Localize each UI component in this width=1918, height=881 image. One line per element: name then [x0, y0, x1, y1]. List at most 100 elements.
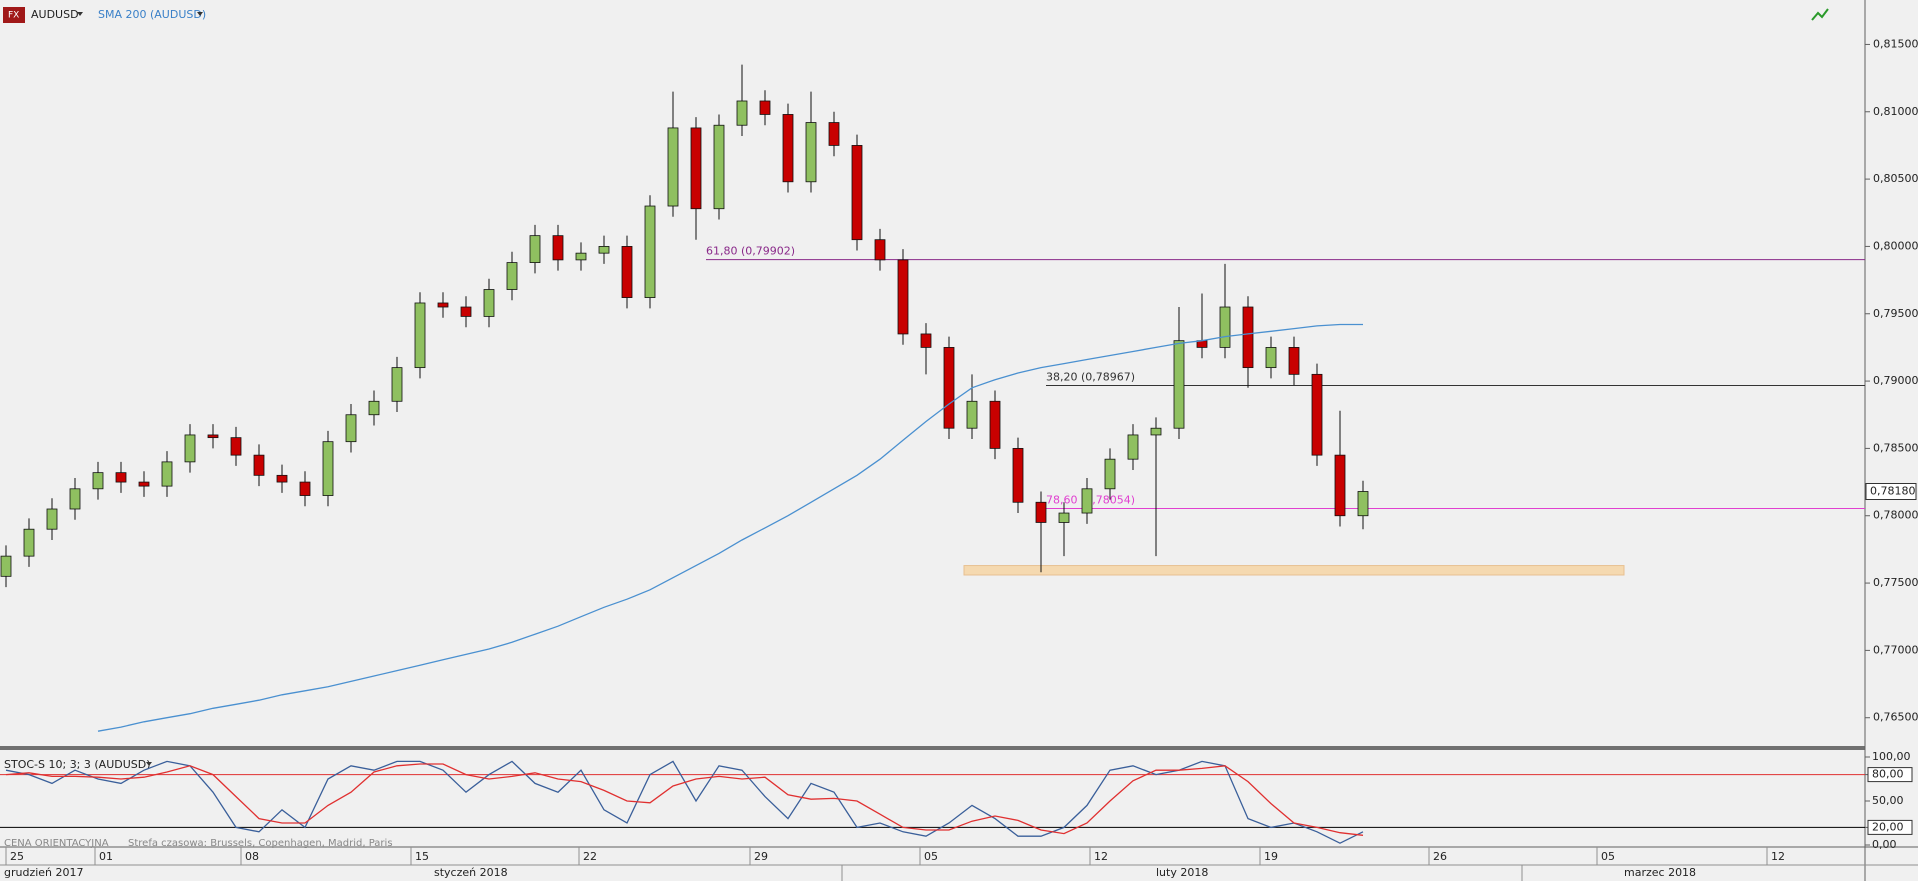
candle: [138, 471, 150, 497]
candle: [230, 426, 242, 466]
candle-body: [1219, 306, 1231, 348]
candle-body: [828, 122, 840, 146]
candle: [1127, 424, 1139, 470]
candle: [989, 390, 1001, 460]
overlay-name[interactable]: SMA 200 (AUDUSD): [98, 8, 206, 21]
candle: [368, 390, 380, 426]
candle-body: [644, 205, 656, 298]
candle-body: [414, 302, 426, 369]
candle: [46, 498, 58, 540]
candle: [1150, 417, 1162, 557]
indicator-name[interactable]: STOC-S 10; 3; 3 (AUDUSD): [4, 758, 151, 771]
candle-body: [690, 127, 702, 210]
candle: [805, 91, 817, 193]
candle-body: [1081, 488, 1093, 514]
candle: [736, 64, 748, 137]
candle-body: [1173, 340, 1185, 429]
candle-body: [460, 306, 472, 317]
candle: [414, 292, 426, 379]
sma-line: [97, 323, 1363, 732]
candle: [1058, 502, 1070, 557]
candle: [437, 292, 449, 318]
stoch-line: [5, 760, 1364, 844]
candle-body: [69, 488, 81, 510]
candle-body: [1035, 501, 1047, 523]
candle-body: [276, 474, 288, 483]
y-tick-label: 0,81500: [1873, 37, 1918, 50]
candle-body: [1242, 306, 1254, 369]
timezone: Strefa czasowa: Brussels, Copenhagen, Ma…: [128, 838, 393, 849]
candle: [506, 251, 518, 301]
dropdown[interactable]: [146, 762, 152, 766]
candle: [483, 278, 495, 328]
candle-body: [345, 414, 357, 443]
last-price-label: 0,78180: [1870, 484, 1916, 497]
y-tick-label: 80,00: [1872, 768, 1904, 781]
candle: [644, 195, 656, 309]
dropdown[interactable]: [197, 12, 203, 16]
candle: [713, 114, 725, 220]
candle-body: [115, 472, 127, 483]
candle-body: [1058, 512, 1070, 523]
candle-body: [713, 124, 725, 210]
candle: [1357, 480, 1369, 530]
candle: [575, 242, 587, 271]
candle: [1035, 491, 1047, 573]
candle: [529, 224, 541, 274]
candle-body: [230, 437, 242, 456]
candle: [851, 134, 863, 251]
date-label: 19: [1264, 850, 1278, 863]
date-label: 15: [415, 850, 429, 863]
candle-body: [920, 333, 932, 348]
icon-text: FX: [8, 11, 19, 21]
candle: [0, 545, 12, 588]
candle: [1242, 296, 1254, 388]
candle: [667, 91, 679, 217]
candle: [92, 461, 104, 500]
candle: [1334, 410, 1346, 527]
y-tick-label: 100,00: [1872, 750, 1911, 763]
dropdown[interactable]: [77, 12, 83, 16]
candle-body: [299, 481, 311, 496]
date-label: 22: [583, 850, 597, 863]
candle-body: [437, 302, 449, 308]
y-tick-label: 0,78500: [1873, 441, 1918, 454]
candle: [391, 356, 403, 413]
y-tick-label: 0,78000: [1873, 509, 1918, 522]
candle: [897, 249, 909, 345]
candle-body: [46, 508, 58, 530]
price-type: CENA ORIENTACYJNA: [4, 838, 109, 849]
date-label: 05: [924, 850, 938, 863]
symbol[interactable]: AUDUSD: [31, 8, 79, 21]
fib-label: 38,20 (0,78967): [1046, 371, 1135, 384]
month-label: luty 2018: [1156, 866, 1208, 879]
y-tick-label: 0,81000: [1873, 105, 1918, 118]
y-tick-label: 20,00: [1872, 820, 1904, 833]
candle: [69, 478, 81, 520]
candle: [1012, 437, 1024, 514]
panel-divider: [0, 746, 1865, 750]
candle: [943, 336, 955, 439]
candle: [1104, 448, 1116, 500]
candle-body: [529, 235, 541, 263]
candle: [552, 224, 564, 271]
candle: [1081, 478, 1093, 524]
candle-body: [1012, 448, 1024, 503]
candle-body: [0, 555, 12, 577]
candle-body: [1357, 491, 1369, 517]
y-tick-label: 0,79000: [1873, 374, 1918, 387]
candle: [598, 235, 610, 264]
candle: [1311, 363, 1323, 466]
month-label: styczeń 2018: [434, 866, 508, 879]
trend-icon[interactable]: [1811, 8, 1829, 21]
candle: [920, 323, 932, 375]
candle-body: [598, 246, 610, 254]
candle-body: [667, 127, 679, 207]
date-label: 12: [1094, 850, 1108, 863]
candle: [161, 451, 173, 497]
candle-body: [943, 347, 955, 429]
y-tick-label: 0,80000: [1873, 239, 1918, 252]
candle: [276, 464, 288, 493]
